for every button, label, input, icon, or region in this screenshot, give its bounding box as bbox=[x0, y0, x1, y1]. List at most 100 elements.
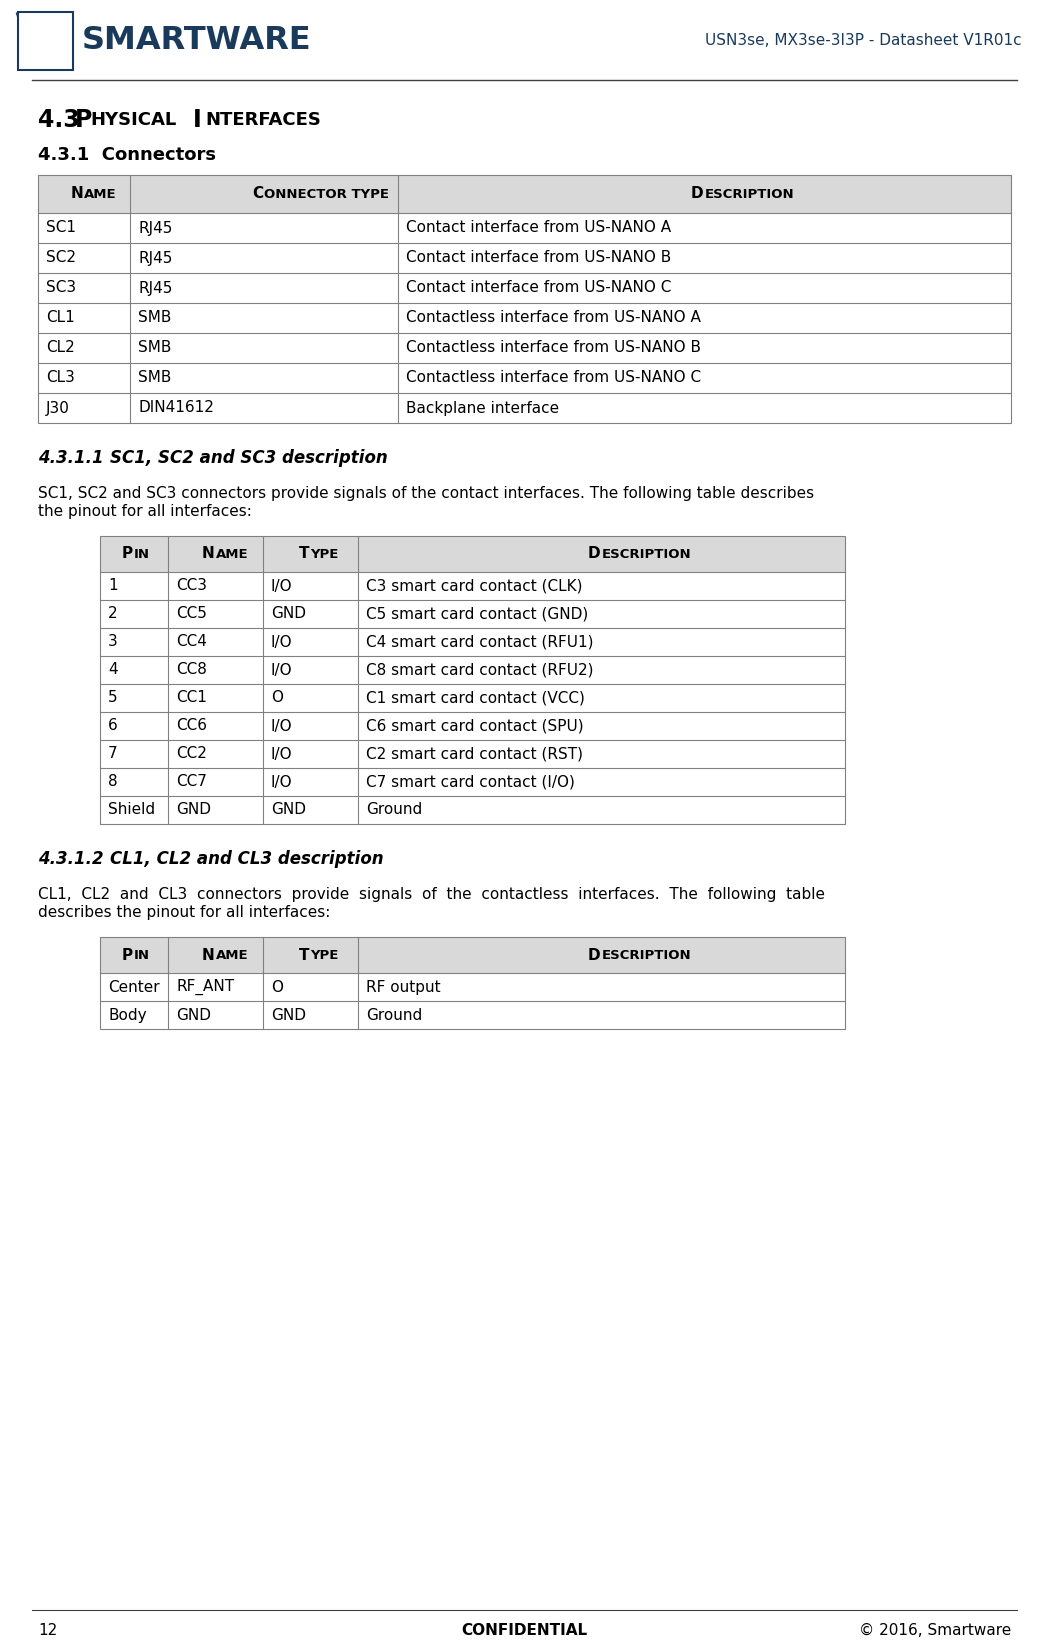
Text: 1: 1 bbox=[108, 579, 117, 593]
Text: USN3se, MX3se-3I3P - Datasheet V1R01c: USN3se, MX3se-3I3P - Datasheet V1R01c bbox=[705, 33, 1022, 49]
Text: NTERFACES: NTERFACES bbox=[205, 112, 321, 128]
Text: RJ45: RJ45 bbox=[138, 220, 172, 235]
Text: P: P bbox=[74, 109, 92, 132]
Text: I/O: I/O bbox=[271, 579, 293, 593]
Text: CL1, CL2 and CL3 description: CL1, CL2 and CL3 description bbox=[110, 850, 384, 868]
Text: I/O: I/O bbox=[271, 718, 293, 733]
Text: CC6: CC6 bbox=[176, 718, 207, 733]
Text: GND: GND bbox=[271, 607, 306, 621]
Text: YPE: YPE bbox=[311, 547, 339, 561]
Text: P: P bbox=[122, 947, 133, 962]
Text: I/O: I/O bbox=[271, 746, 293, 761]
Text: O: O bbox=[271, 980, 283, 995]
Text: AME: AME bbox=[215, 949, 249, 962]
Text: Contact interface from US-NANO A: Contact interface from US-NANO A bbox=[406, 220, 671, 235]
Text: DIN41612: DIN41612 bbox=[138, 401, 214, 416]
Text: D: D bbox=[587, 546, 600, 562]
Text: N: N bbox=[201, 947, 214, 962]
Text: © 2016, Smartware: © 2016, Smartware bbox=[859, 1623, 1011, 1637]
Bar bbox=[100, 536, 845, 572]
Text: GND: GND bbox=[176, 802, 211, 817]
Bar bbox=[38, 174, 1011, 423]
Text: Contact interface from US-NANO B: Contact interface from US-NANO B bbox=[406, 250, 671, 265]
Text: C8 smart card contact (RFU2): C8 smart card contact (RFU2) bbox=[366, 663, 594, 677]
Text: AME: AME bbox=[84, 187, 116, 201]
Text: Contactless interface from US-NANO A: Contactless interface from US-NANO A bbox=[406, 311, 701, 326]
Text: 6: 6 bbox=[108, 718, 117, 733]
Text: C2 smart card contact (RST): C2 smart card contact (RST) bbox=[366, 746, 583, 761]
Bar bbox=[100, 937, 845, 1029]
Text: O: O bbox=[271, 690, 283, 705]
Text: Contact interface from US-NANO C: Contact interface from US-NANO C bbox=[406, 281, 671, 296]
Text: Backplane interface: Backplane interface bbox=[406, 401, 559, 416]
Text: RJ45: RJ45 bbox=[138, 250, 172, 265]
Text: N: N bbox=[201, 546, 214, 562]
Text: 4: 4 bbox=[108, 663, 117, 677]
Text: CL3: CL3 bbox=[46, 370, 74, 385]
Text: CC2: CC2 bbox=[176, 746, 207, 761]
Text: SC3: SC3 bbox=[46, 281, 77, 296]
Bar bbox=[18, 12, 73, 71]
Text: CL1,  CL2  and  CL3  connectors  provide  signals  of  the  contactless  interfa: CL1, CL2 and CL3 connectors provide sign… bbox=[38, 888, 825, 903]
Text: IN: IN bbox=[134, 949, 150, 962]
Text: CL2: CL2 bbox=[46, 340, 74, 355]
Text: HYSICAL: HYSICAL bbox=[90, 112, 176, 128]
Bar bbox=[100, 937, 845, 973]
Text: CONFIDENTIAL: CONFIDENTIAL bbox=[461, 1623, 587, 1637]
Text: J30: J30 bbox=[46, 401, 70, 416]
Text: SMB: SMB bbox=[138, 370, 171, 385]
Text: IN: IN bbox=[134, 547, 150, 561]
Text: P: P bbox=[122, 546, 133, 562]
Text: I/O: I/O bbox=[271, 663, 293, 677]
Text: ONNECTOR TYPE: ONNECTOR TYPE bbox=[264, 187, 389, 201]
Text: CC5: CC5 bbox=[176, 607, 207, 621]
Text: T: T bbox=[299, 947, 309, 962]
Text: CC1: CC1 bbox=[176, 690, 207, 705]
Text: Body: Body bbox=[108, 1008, 147, 1023]
Text: Center: Center bbox=[108, 980, 159, 995]
Text: C7 smart card contact (I/O): C7 smart card contact (I/O) bbox=[366, 774, 575, 789]
Text: D: D bbox=[691, 186, 704, 202]
Text: Shield: Shield bbox=[108, 802, 155, 817]
Text: 3: 3 bbox=[108, 635, 117, 649]
Text: Contactless interface from US-NANO C: Contactless interface from US-NANO C bbox=[406, 370, 701, 385]
Text: I/O: I/O bbox=[271, 774, 293, 789]
Text: RF_ANT: RF_ANT bbox=[176, 978, 234, 995]
Text: GND: GND bbox=[176, 1008, 211, 1023]
Text: 4.3: 4.3 bbox=[38, 109, 80, 132]
Text: C6 smart card contact (SPU): C6 smart card contact (SPU) bbox=[366, 718, 583, 733]
Bar bbox=[100, 536, 845, 824]
Text: 4.3.1.2: 4.3.1.2 bbox=[38, 850, 104, 868]
Text: C4 smart card contact (RFU1): C4 smart card contact (RFU1) bbox=[366, 635, 594, 649]
Text: C3 smart card contact (CLK): C3 smart card contact (CLK) bbox=[366, 579, 582, 593]
Text: SC1: SC1 bbox=[46, 220, 76, 235]
Text: SC1, SC2 and SC3 connectors provide signals of the contact interfaces. The follo: SC1, SC2 and SC3 connectors provide sign… bbox=[38, 487, 814, 501]
Text: C5 smart card contact (GND): C5 smart card contact (GND) bbox=[366, 607, 588, 621]
Text: SMB: SMB bbox=[138, 311, 171, 326]
Text: ESCRIPTION: ESCRIPTION bbox=[601, 547, 691, 561]
Text: GND: GND bbox=[271, 802, 306, 817]
Text: C: C bbox=[252, 186, 263, 202]
Text: T: T bbox=[299, 546, 309, 562]
Text: Ground: Ground bbox=[366, 1008, 423, 1023]
Text: YPE: YPE bbox=[311, 949, 339, 962]
Text: 4.3.1.1: 4.3.1.1 bbox=[38, 449, 104, 467]
Text: RF output: RF output bbox=[366, 980, 441, 995]
Text: C1 smart card contact (VCC): C1 smart card contact (VCC) bbox=[366, 690, 585, 705]
Text: SMARTWARE: SMARTWARE bbox=[82, 26, 312, 56]
Text: 8: 8 bbox=[108, 774, 117, 789]
Text: I/O: I/O bbox=[271, 635, 293, 649]
Text: CC4: CC4 bbox=[176, 635, 207, 649]
Text: 4.3.1  Connectors: 4.3.1 Connectors bbox=[38, 146, 216, 164]
Bar bbox=[18, 12, 73, 71]
Bar bbox=[38, 174, 1011, 214]
Text: CC8: CC8 bbox=[176, 663, 207, 677]
Text: CC7: CC7 bbox=[176, 774, 207, 789]
Text: SMB: SMB bbox=[138, 340, 171, 355]
Text: RJ45: RJ45 bbox=[138, 281, 172, 296]
Text: D: D bbox=[587, 947, 600, 962]
Text: 5: 5 bbox=[108, 690, 117, 705]
Text: ESCRIPTION: ESCRIPTION bbox=[601, 949, 691, 962]
Text: SC2: SC2 bbox=[46, 250, 76, 265]
Text: Ground: Ground bbox=[366, 802, 423, 817]
